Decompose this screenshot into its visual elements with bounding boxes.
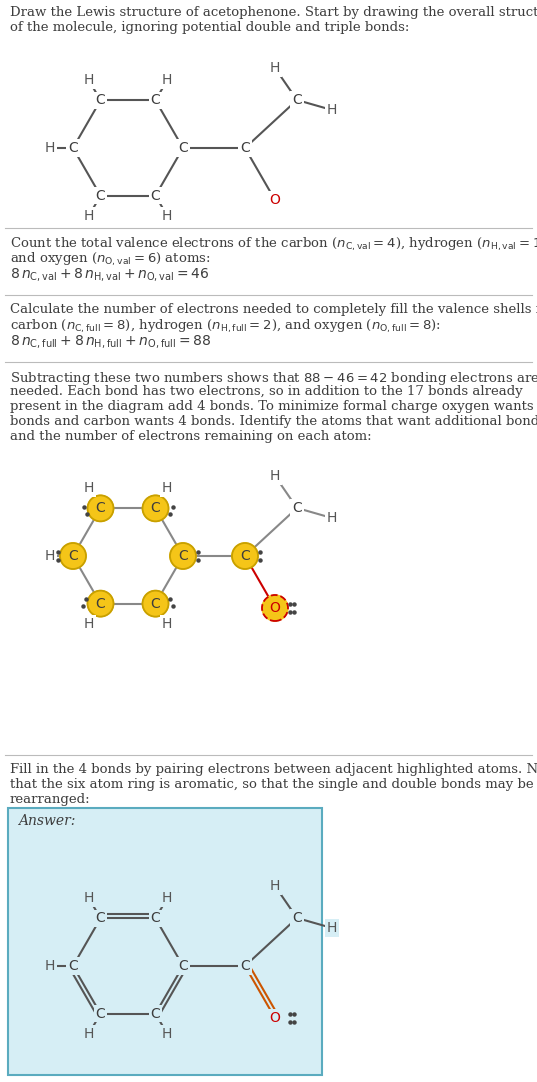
Text: C: C: [150, 501, 161, 515]
Text: and oxygen ($n_{\mathrm{O,val}}=6$) atoms:: and oxygen ($n_{\mathrm{O,val}}=6$) atom…: [10, 251, 211, 268]
Text: C: C: [96, 911, 105, 925]
Text: H: H: [162, 74, 172, 88]
Text: O: O: [270, 601, 280, 615]
Text: H: H: [162, 892, 172, 906]
Circle shape: [142, 591, 169, 617]
Text: C: C: [240, 959, 250, 973]
Text: $8\,n_{\mathrm{C,full}}+8\,n_{\mathrm{H,full}}+n_{\mathrm{O,full}}=88$: $8\,n_{\mathrm{C,full}}+8\,n_{\mathrm{H,…: [10, 333, 211, 349]
Text: Answer:: Answer:: [18, 814, 75, 828]
Text: C: C: [150, 93, 161, 107]
Text: C: C: [292, 501, 302, 515]
Text: H: H: [84, 209, 94, 223]
Text: H: H: [162, 481, 172, 496]
Text: C: C: [150, 911, 161, 925]
Text: bonds and carbon wants 4 bonds. Identify the atoms that want additional bonds: bonds and carbon wants 4 bonds. Identify…: [10, 415, 537, 428]
Circle shape: [170, 543, 196, 569]
Text: needed. Each bond has two electrons, so in addition to the 17 bonds already: needed. Each bond has two electrons, so …: [10, 385, 523, 398]
Text: C: C: [240, 141, 250, 155]
Text: Subtracting these two numbers shows that $88-46=42$ bonding electrons are: Subtracting these two numbers shows that…: [10, 370, 537, 387]
Circle shape: [88, 591, 113, 617]
Text: C: C: [292, 93, 302, 107]
Text: H: H: [162, 209, 172, 223]
Text: H: H: [84, 1027, 94, 1041]
Text: C: C: [96, 501, 105, 515]
Text: Draw the Lewis structure of acetophenone. Start by drawing the overall structure: Draw the Lewis structure of acetophenone…: [10, 6, 537, 19]
Text: O: O: [270, 193, 280, 207]
Text: $8\,n_{\mathrm{C,val}}+8\,n_{\mathrm{H,val}}+n_{\mathrm{O,val}}=46$: $8\,n_{\mathrm{C,val}}+8\,n_{\mathrm{H,v…: [10, 266, 209, 283]
Text: H: H: [162, 1027, 172, 1041]
Text: C: C: [240, 549, 250, 563]
Text: C: C: [96, 188, 105, 202]
Text: C: C: [292, 911, 302, 925]
Text: C: C: [178, 141, 188, 155]
Circle shape: [88, 496, 113, 522]
Text: C: C: [96, 93, 105, 107]
Text: that the six atom ring is aromatic, so that the single and double bonds may be: that the six atom ring is aromatic, so t…: [10, 778, 534, 791]
Text: C: C: [178, 959, 188, 973]
Text: Calculate the number of electrons needed to completely fill the valence shells f: Calculate the number of electrons needed…: [10, 303, 537, 316]
Text: carbon ($n_{\mathrm{C,full}}=8$), hydrogen ($n_{\mathrm{H,full}}=2$), and oxygen: carbon ($n_{\mathrm{C,full}}=8$), hydrog…: [10, 318, 441, 335]
Text: Count the total valence electrons of the carbon ($n_{\mathrm{C,val}}=4$), hydrog: Count the total valence electrons of the…: [10, 236, 537, 253]
Text: H: H: [45, 549, 55, 563]
Text: H: H: [45, 141, 55, 155]
Circle shape: [232, 543, 258, 569]
Text: H: H: [84, 74, 94, 88]
Text: rearranged:: rearranged:: [10, 793, 91, 806]
Text: C: C: [68, 549, 78, 563]
Text: C: C: [150, 188, 161, 202]
Circle shape: [60, 543, 86, 569]
Text: O: O: [270, 1011, 280, 1025]
Text: H: H: [84, 481, 94, 496]
Text: H: H: [84, 892, 94, 906]
Text: C: C: [68, 141, 78, 155]
Text: present in the diagram add 4 bonds. To minimize formal charge oxygen wants 2: present in the diagram add 4 bonds. To m…: [10, 400, 537, 413]
Text: H: H: [327, 511, 337, 525]
Text: C: C: [178, 549, 188, 563]
Text: C: C: [150, 1006, 161, 1020]
FancyBboxPatch shape: [8, 808, 322, 1076]
Text: H: H: [84, 617, 94, 631]
Text: C: C: [96, 1006, 105, 1020]
Text: H: H: [162, 617, 172, 631]
Text: C: C: [96, 596, 105, 610]
Circle shape: [262, 595, 288, 621]
Text: H: H: [270, 469, 280, 483]
Text: H: H: [327, 103, 337, 117]
Text: and the number of electrons remaining on each atom:: and the number of electrons remaining on…: [10, 430, 372, 443]
Text: H: H: [45, 959, 55, 973]
Text: C: C: [68, 959, 78, 973]
Text: Fill in the 4 bonds by pairing electrons between adjacent highlighted atoms. Not: Fill in the 4 bonds by pairing electrons…: [10, 763, 537, 776]
Text: H: H: [327, 921, 337, 935]
Text: of the molecule, ignoring potential double and triple bonds:: of the molecule, ignoring potential doub…: [10, 21, 409, 34]
Text: H: H: [270, 879, 280, 893]
Circle shape: [142, 496, 169, 522]
Text: C: C: [150, 596, 161, 610]
Text: H: H: [270, 61, 280, 75]
